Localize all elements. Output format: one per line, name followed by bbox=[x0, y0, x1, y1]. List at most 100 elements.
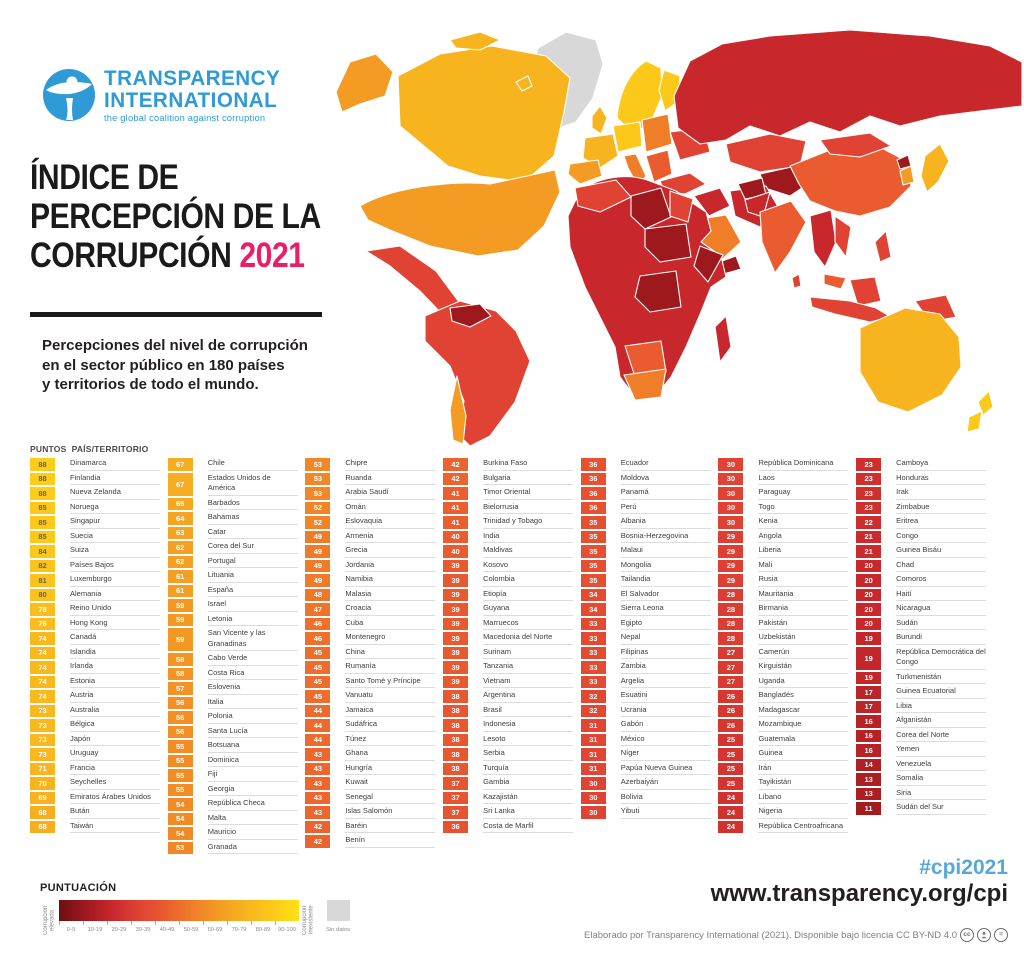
country-name: Haití bbox=[896, 589, 987, 601]
country-row: 26 Bangladés bbox=[718, 690, 849, 703]
country-row: 56 Polonia bbox=[167, 711, 298, 724]
country-row: 26 Madagascar bbox=[718, 704, 849, 717]
score-cell: 16 bbox=[856, 744, 882, 757]
score-cell: 38 bbox=[443, 762, 469, 775]
legend-range-label: 30-39 bbox=[135, 927, 151, 933]
country-row: 29 Liberia bbox=[718, 545, 849, 558]
legend-range-label: 0-9 bbox=[66, 927, 76, 933]
score-cell: 37 bbox=[443, 777, 469, 790]
score-cell: 30 bbox=[718, 472, 744, 485]
country-row: 41 Timor Oriental bbox=[443, 487, 574, 500]
country-name: Laos bbox=[758, 473, 849, 485]
score-cell: 35 bbox=[580, 545, 606, 558]
score-cell: 20 bbox=[856, 574, 882, 587]
country-name: Burkina Faso bbox=[483, 458, 574, 471]
country-row: 42 Bulgaria bbox=[443, 472, 574, 485]
country-name: Etiopía bbox=[483, 589, 574, 601]
country-row: 32 Ucrania bbox=[580, 704, 711, 717]
map-region-balkans bbox=[645, 149, 673, 183]
country-name: Bahamas bbox=[207, 512, 298, 525]
country-name: Cuba bbox=[345, 618, 436, 630]
score-cell: 52 bbox=[305, 501, 331, 514]
score-cell: 31 bbox=[580, 748, 606, 761]
country-row: 52 Omán bbox=[305, 501, 436, 514]
score-cell: 16 bbox=[856, 715, 882, 728]
country-name: Australia bbox=[70, 705, 160, 717]
country-name: Albania bbox=[620, 516, 711, 529]
score-cell: 56 bbox=[167, 725, 193, 738]
cpi-url-link[interactable]: www.transparency.org/cpi bbox=[710, 880, 1008, 907]
country-row: 53 Arabia Saudí bbox=[305, 487, 436, 500]
country-name: Austria bbox=[70, 690, 160, 703]
country-row: 30 Laos bbox=[718, 472, 849, 485]
country-name: Ucrania bbox=[620, 705, 711, 717]
score-column: 88 Dinamarca 88 Finlandia 88 Nueva Zelanda 85 N… bbox=[30, 458, 160, 835]
score-cell: 38 bbox=[443, 704, 469, 717]
country-row: 29 Mali bbox=[718, 559, 849, 572]
country-name: Islas Salomón bbox=[345, 806, 436, 819]
country-name: Trinidad y Tobago bbox=[483, 516, 574, 529]
score-cell: 74 bbox=[30, 632, 55, 645]
country-name: Surinam bbox=[483, 647, 574, 659]
map-region-new-zealand-south bbox=[966, 410, 983, 433]
country-name: Letonia bbox=[207, 614, 298, 626]
country-row: 36 Perú bbox=[580, 501, 711, 514]
country-row: 31 Níger bbox=[580, 748, 711, 761]
logo-name-line2: INTERNATIONAL bbox=[104, 87, 278, 112]
country-name: Dinamarca bbox=[70, 458, 160, 471]
country-name: Mali bbox=[758, 560, 849, 572]
score-cell: 44 bbox=[305, 704, 331, 717]
hashtag[interactable]: #cpi2021 bbox=[919, 856, 1008, 879]
country-name: Mauritania bbox=[758, 589, 849, 601]
score-cell: 26 bbox=[718, 690, 744, 703]
map-region-sudan-chad bbox=[644, 223, 692, 263]
score-cell: 56 bbox=[167, 711, 193, 724]
country-name: Portugal bbox=[207, 556, 298, 568]
score-cell: 17 bbox=[856, 700, 882, 713]
score-cell: 58 bbox=[167, 653, 193, 666]
country-row: 20 Nicaragua bbox=[856, 603, 987, 616]
country-name: Bolivia bbox=[620, 792, 711, 804]
country-name: Irlanda bbox=[70, 661, 160, 674]
score-cell: 34 bbox=[580, 603, 606, 616]
country-name: El Salvador bbox=[620, 589, 711, 601]
score-table: 88 Dinamarca 88 Finlandia 88 Nueva Zelanda 85 N… bbox=[30, 458, 987, 856]
country-row: 49 Namibia bbox=[305, 574, 436, 587]
country-name: Estados Unidos de América bbox=[207, 473, 298, 496]
score-cell: 62 bbox=[167, 541, 193, 554]
score-cell: 39 bbox=[443, 632, 469, 645]
country-row: 35 Albania bbox=[580, 516, 711, 529]
country-row: 39 Tanzania bbox=[443, 661, 574, 674]
country-row: 28 Birmania bbox=[718, 603, 849, 616]
country-row: 55 Fiji bbox=[167, 769, 298, 782]
country-row: 37 Gambia bbox=[443, 777, 574, 790]
country-row: 34 Sierra Leona bbox=[580, 603, 711, 616]
map-region-usa bbox=[359, 169, 561, 257]
country-name: Montenegro bbox=[345, 632, 436, 645]
legend-title: PUNTUACIÓN bbox=[40, 882, 117, 894]
country-row: 39 Surinam bbox=[443, 646, 574, 659]
legend-range-label: 70-79 bbox=[231, 927, 247, 933]
country-row: 20 Haití bbox=[856, 588, 987, 601]
map-region-russia bbox=[673, 29, 1023, 145]
country-row: 30 Kenia bbox=[718, 516, 849, 529]
country-name: Rusia bbox=[758, 574, 849, 587]
score-cell: 27 bbox=[718, 646, 744, 659]
score-cell: 30 bbox=[718, 458, 744, 471]
country-name: Italia bbox=[207, 697, 298, 709]
country-name: Costa de Marfil bbox=[483, 821, 574, 833]
score-cell: 57 bbox=[167, 682, 193, 695]
country-name: Suecia bbox=[70, 531, 160, 543]
score-cell: 62 bbox=[167, 555, 193, 568]
country-name: Croacia bbox=[345, 603, 436, 616]
score-cell: 31 bbox=[580, 733, 606, 746]
country-row: 61 Lituania bbox=[167, 570, 298, 583]
score-cell: 19 bbox=[856, 632, 882, 645]
country-row: 39 Kosovo bbox=[443, 559, 574, 572]
country-row: 55 Dominica bbox=[167, 754, 298, 767]
score-cell: 74 bbox=[30, 690, 55, 703]
country-name: Zimbabue bbox=[896, 502, 987, 514]
country-name: Sudán del Sur bbox=[896, 802, 987, 815]
country-row: 44 Jamaica bbox=[305, 704, 436, 717]
score-cell: 68 bbox=[30, 820, 55, 833]
